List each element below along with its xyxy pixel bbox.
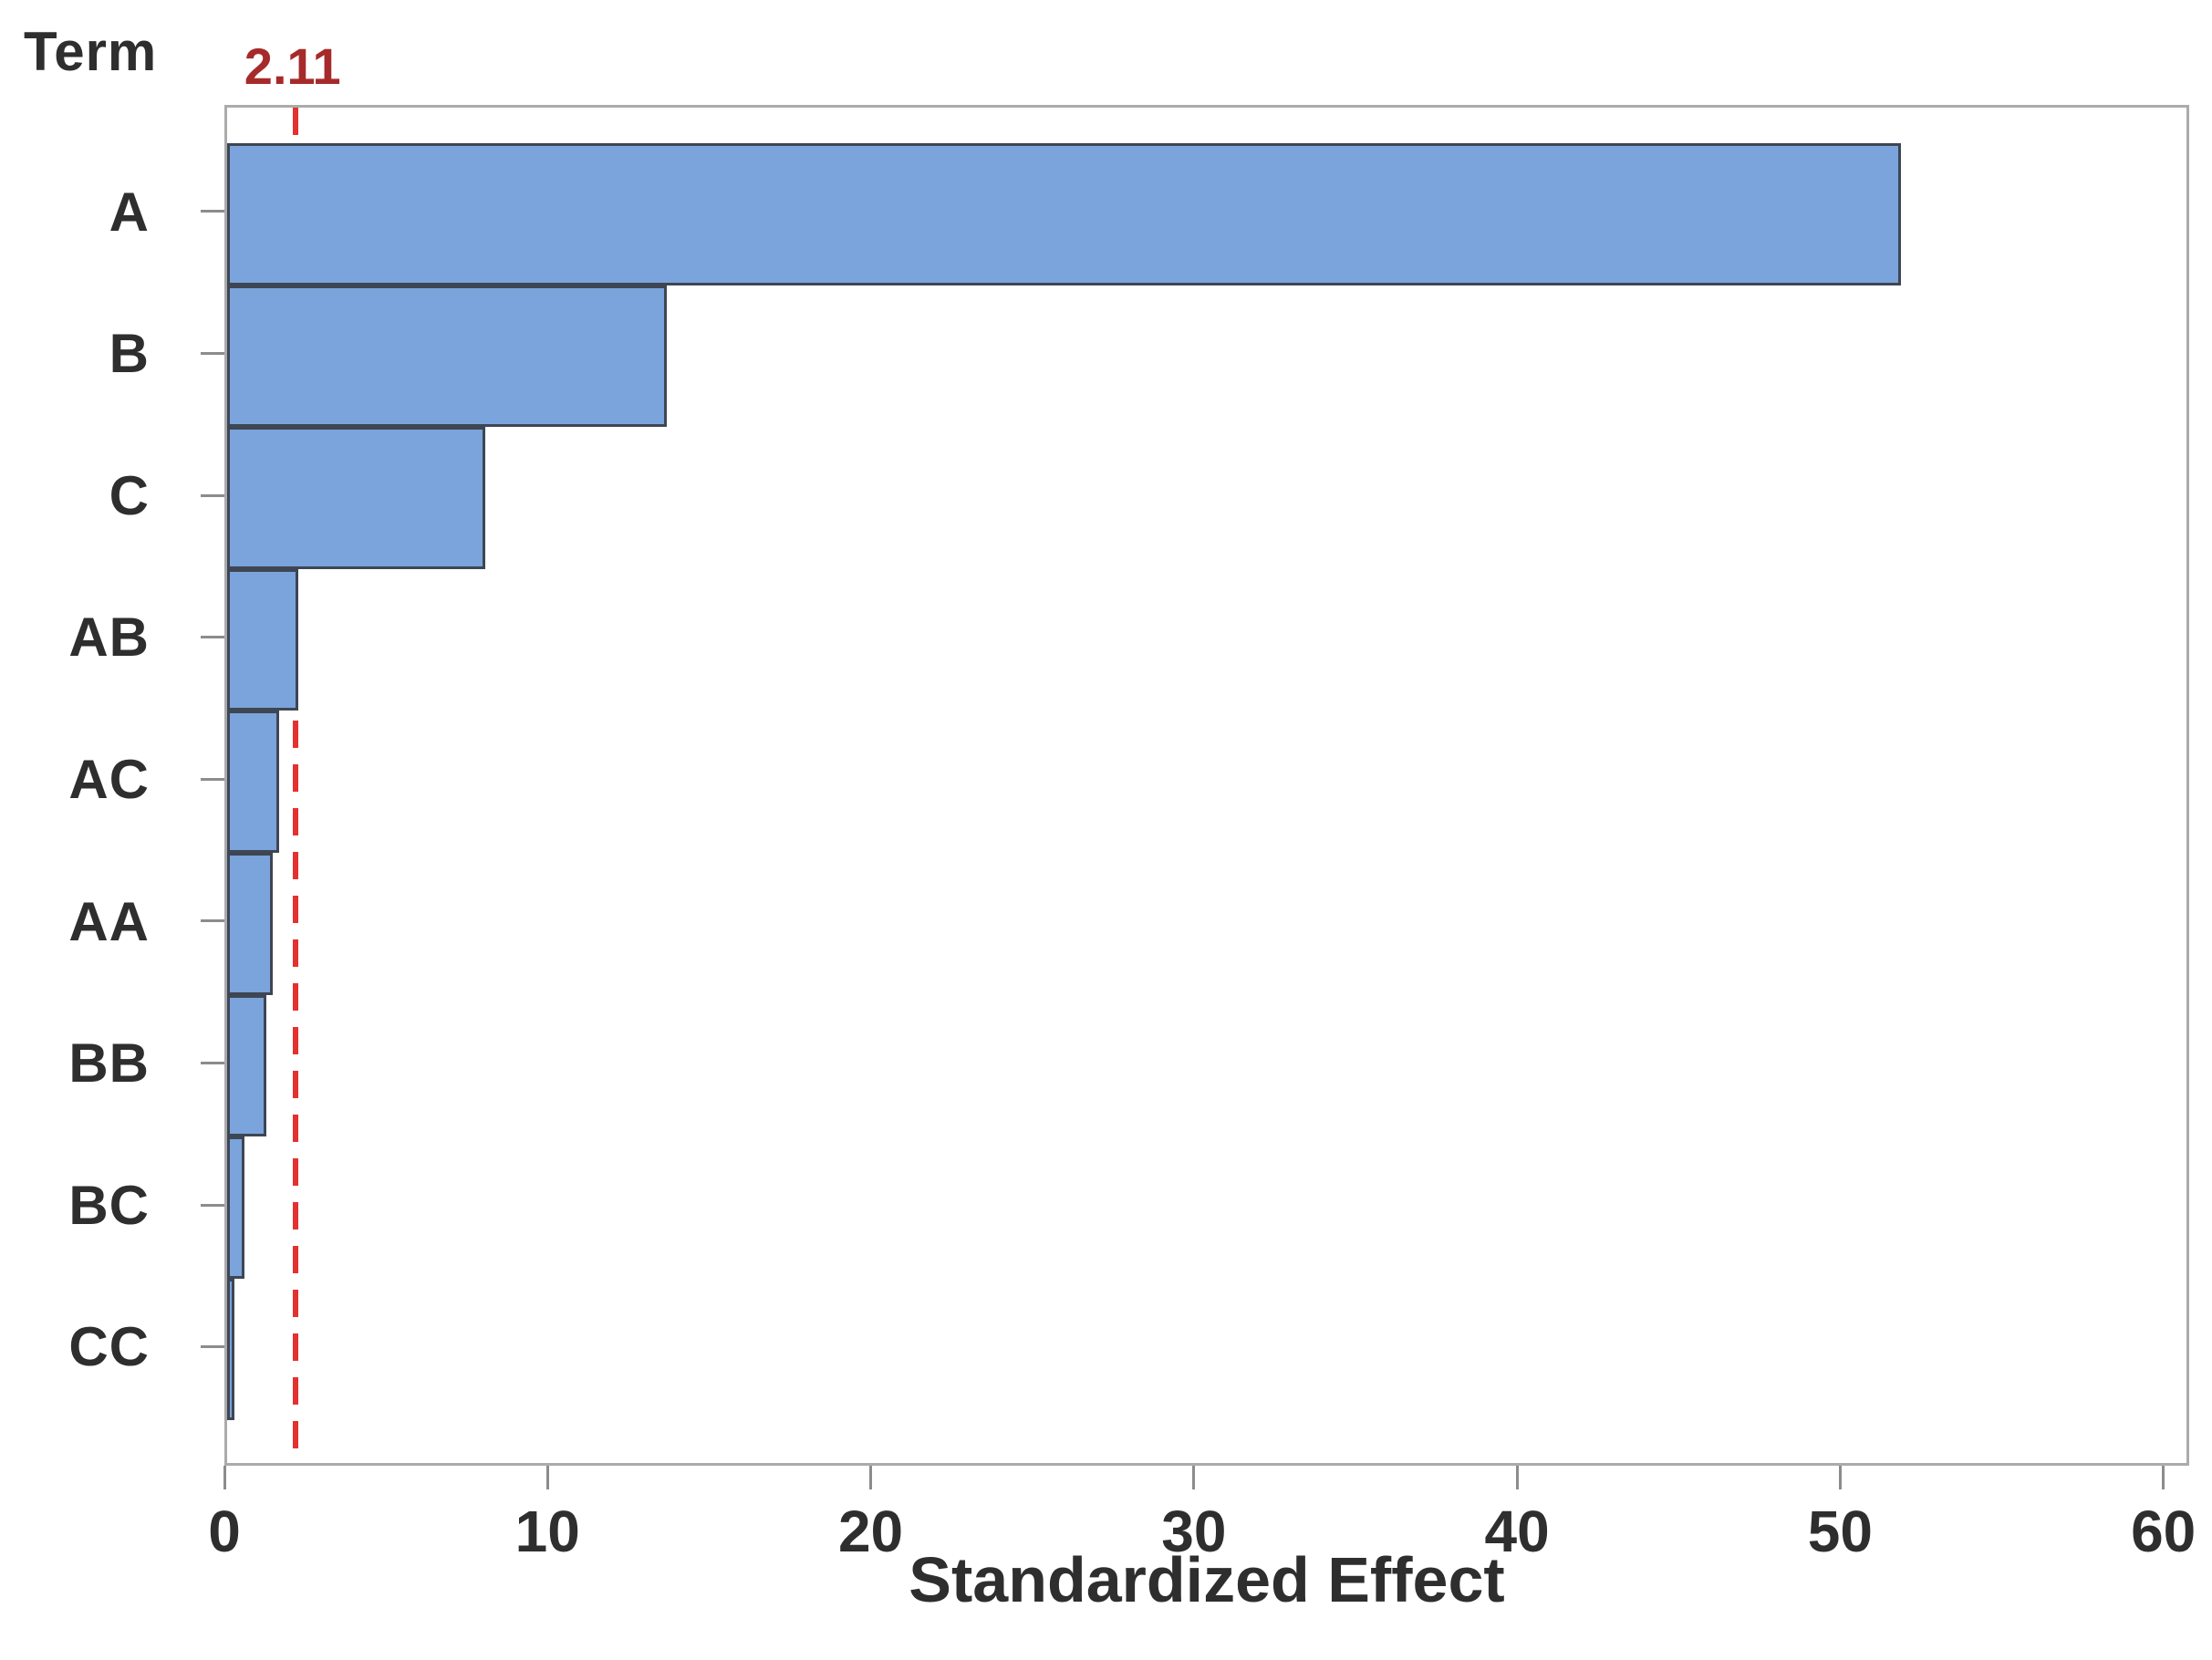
- bar-C: [227, 427, 486, 569]
- x-axis-title: Standardized Effect: [909, 1544, 1505, 1615]
- category-label-CC: CC: [68, 1316, 150, 1378]
- plot-area: [224, 105, 2189, 1466]
- category-label-BB: BB: [68, 1032, 150, 1095]
- x-tick-label-10: 10: [514, 1499, 580, 1564]
- bar-CC: [227, 1278, 234, 1421]
- x-axis-tick: [223, 1466, 226, 1489]
- x-tick-label-40: 40: [1484, 1499, 1550, 1564]
- y-axis-tick: [201, 1345, 224, 1349]
- bar-AA: [227, 853, 273, 995]
- category-label-AC: AC: [68, 748, 150, 810]
- y-axis-tick: [201, 777, 224, 781]
- x-axis-tick: [2162, 1466, 2165, 1489]
- y-axis-tick: [201, 636, 224, 639]
- x-tick-label-60: 60: [2131, 1499, 2196, 1564]
- category-label-B: B: [109, 323, 150, 385]
- x-tick-label-50: 50: [1807, 1499, 1873, 1564]
- bar-AB: [227, 568, 298, 711]
- x-tick-label-30: 30: [1161, 1499, 1227, 1564]
- y-axis-tick: [201, 1203, 224, 1207]
- category-label-A: A: [109, 181, 150, 243]
- x-axis-tick: [869, 1466, 873, 1489]
- category-label-BC: BC: [68, 1174, 150, 1236]
- x-tick-label-20: 20: [837, 1499, 904, 1564]
- x-tick-label-0: 0: [208, 1499, 241, 1564]
- y-axis-tick: [201, 493, 224, 497]
- bar-AC: [227, 711, 279, 853]
- category-label-C: C: [109, 464, 150, 526]
- y-axis-tick: [201, 210, 224, 213]
- y-axis-title: Term: [24, 21, 158, 82]
- x-axis-tick: [1192, 1466, 1196, 1489]
- bar-BB: [227, 994, 266, 1137]
- reference-line: [292, 108, 298, 1463]
- x-axis-tick: [1515, 1466, 1519, 1489]
- y-axis-tick: [201, 1061, 224, 1064]
- y-axis-tick: [201, 919, 224, 923]
- x-axis-tick: [1838, 1466, 1842, 1489]
- bar-BC: [227, 1136, 245, 1279]
- category-label-AA: AA: [68, 890, 150, 952]
- bar-B: [227, 285, 667, 428]
- y-axis-tick: [201, 351, 224, 355]
- x-axis-tick: [545, 1466, 549, 1489]
- bar-A: [227, 143, 1902, 285]
- reference-line-label: 2.11: [244, 37, 341, 95]
- category-label-AB: AB: [68, 607, 150, 669]
